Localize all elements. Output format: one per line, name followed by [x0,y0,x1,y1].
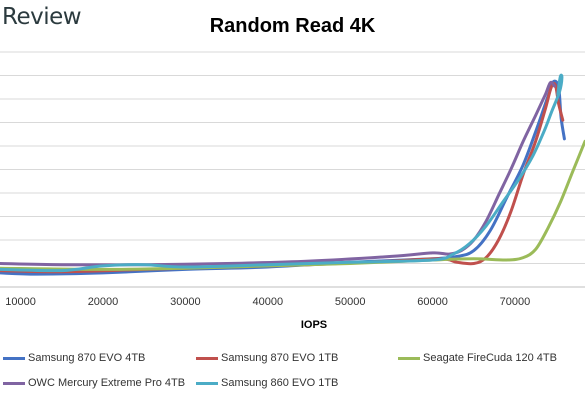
legend-item: Samsung 870 EVO 4TB [3,350,145,366]
x-tick-label: 10000 [5,296,36,308]
legend-item: Seagate FireCuda 120 4TB [398,350,557,366]
chart-title: Random Read 4K [209,15,376,37]
legend-label: Samsung 870 EVO 4TB [28,352,146,364]
x-axis: 10000 20000 30000 40000 50000 60000 70000 [5,296,530,308]
series-line-2 [0,81,565,274]
legend-swatch [398,356,420,360]
legend-swatch [196,381,218,385]
x-tick-label: 70000 [500,296,531,308]
review-logo: Review [2,4,82,30]
line-chart: 10000 20000 30000 40000 50000 60000 70000 IOPS [0,51,585,331]
legend-label: OWC Mercury Extreme Pro 4TB [28,377,186,389]
x-axis-label: IOPS [301,319,327,331]
x-tick-label: 60000 [417,296,448,308]
legend-swatch [196,356,218,360]
legend-item: Samsung 860 EVO 1TB [196,375,338,391]
legend: Samsung 870 EVO 4TB Samsung 870 EVO 1TB Se… [0,348,585,396]
x-tick-label: 40000 [252,296,283,308]
series-line-5 [0,73,564,273]
series-lines [0,73,585,276]
legend-label: Samsung 870 EVO 1TB [221,352,339,364]
x-tick-label: 30000 [170,296,201,308]
legend-swatch [3,356,25,360]
legend-item: Samsung 870 EVO 1TB [196,350,338,366]
legend-item: OWC Mercury Extreme Pro 4TB [3,375,185,391]
gridlines [0,51,585,288]
x-tick-label: 50000 [335,296,366,308]
series-line-1 [0,79,566,276]
legend-label: Seagate FireCuda 120 4TB [423,352,557,364]
legend-swatch [3,381,25,385]
x-tick-label: 20000 [88,296,119,308]
series-line-4 [0,80,556,267]
series-line-3 [0,139,585,271]
legend-label: Samsung 860 EVO 1TB [221,377,339,389]
